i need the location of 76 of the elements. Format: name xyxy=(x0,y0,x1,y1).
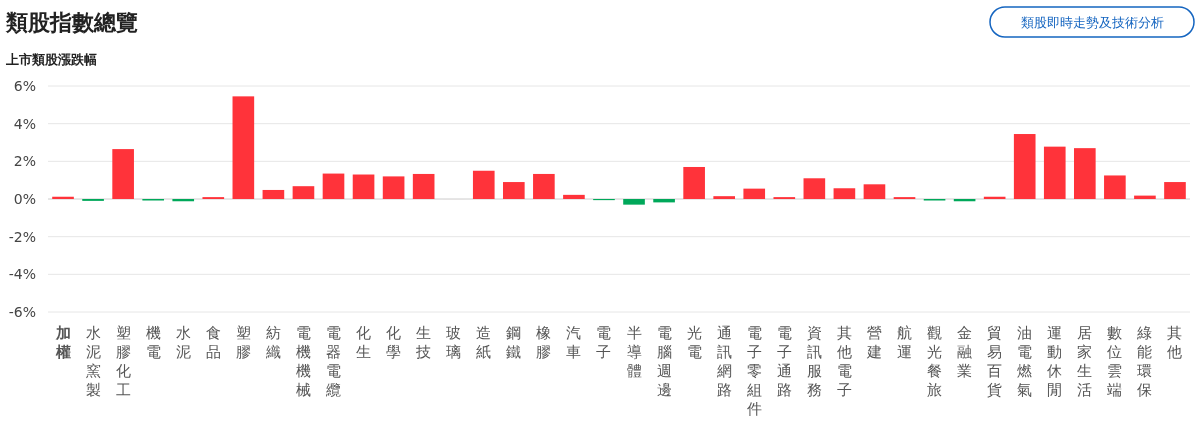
bar xyxy=(172,199,195,202)
x-tick-label: 鋼鐵 xyxy=(506,324,522,361)
x-tick-label: 電子 xyxy=(596,324,612,361)
bar xyxy=(1013,134,1036,199)
bar xyxy=(1074,148,1096,199)
bar xyxy=(743,188,766,199)
x-tick-label: 綠能環保 xyxy=(1136,324,1153,399)
x-tick-label: 化生 xyxy=(356,324,372,361)
bar xyxy=(563,194,585,199)
x-tick-label: 貿易百貨 xyxy=(987,324,1003,399)
x-tick-label: 生技 xyxy=(415,324,432,361)
bar xyxy=(503,182,525,199)
x-tick-label: 加權 xyxy=(54,324,71,361)
bar xyxy=(683,166,705,199)
y-tick-label: 2% xyxy=(13,153,36,170)
bar xyxy=(412,173,435,199)
y-tick-label: 0% xyxy=(13,191,36,207)
x-tick-label: 電機機械 xyxy=(295,324,311,399)
y-tick-label: -4% xyxy=(8,266,36,283)
x-tick-label: 機電 xyxy=(145,324,161,361)
bar xyxy=(232,96,255,199)
x-tick-label: 光電 xyxy=(686,324,702,361)
bar xyxy=(803,178,826,199)
bar xyxy=(52,196,74,199)
x-tick-label: 塑膠 xyxy=(235,324,251,361)
x-tick-label: 玻璃 xyxy=(446,324,462,361)
x-tick-label: 其他 xyxy=(1167,324,1183,361)
x-tick-label: 電腦週邊 xyxy=(656,324,672,399)
x-tick-label: 汽車 xyxy=(566,324,582,361)
y-tick-label: 6% xyxy=(13,78,36,94)
x-tick-label: 水泥 xyxy=(175,324,191,361)
x-tick-label: 塑膠化工 xyxy=(115,324,131,399)
bar xyxy=(533,173,555,199)
bar xyxy=(713,196,735,199)
x-tick-label: 橡膠 xyxy=(536,324,552,361)
x-tick-label: 居家生活 xyxy=(1077,324,1093,399)
x-tick-label: 電子通路 xyxy=(776,324,792,399)
x-tick-label: 造紙 xyxy=(476,324,492,361)
y-axis-title: 上市類股漲跌幅 xyxy=(5,52,97,67)
x-tick-label: 電子零組件 xyxy=(745,324,762,418)
bar xyxy=(292,186,315,199)
x-tick-label: 其他電子 xyxy=(836,324,852,399)
x-tick-label: 航運 xyxy=(897,324,912,361)
x-tick-label: 紡織 xyxy=(264,324,281,361)
x-tick-label: 資訊服務 xyxy=(806,324,822,399)
y-tick-label: -6% xyxy=(8,304,36,320)
bar xyxy=(863,184,886,199)
x-tick-label: 半導體 xyxy=(626,324,642,380)
bar xyxy=(1043,146,1066,199)
bar xyxy=(112,149,134,199)
x-tick-label: 電器電纜 xyxy=(325,324,341,399)
bar xyxy=(623,199,645,205)
y-tick-label: 4% xyxy=(13,115,36,132)
bar xyxy=(1164,182,1186,199)
bar xyxy=(1134,195,1156,199)
bar xyxy=(472,170,495,199)
x-tick-label: 營建 xyxy=(865,324,882,361)
x-tick-label: 數位雲端 xyxy=(1107,324,1123,399)
x-tick-label: 運動休閒 xyxy=(1047,324,1063,399)
x-tick-label: 通訊網路 xyxy=(715,324,732,399)
chart-title: 類股指數總覽 xyxy=(5,10,138,35)
x-tick-label: 金融業 xyxy=(957,324,973,380)
x-tick-label: 觀光餐旅 xyxy=(927,324,943,399)
bar xyxy=(1104,175,1126,199)
x-tick-label: 油電燃氣 xyxy=(1017,324,1033,399)
bar xyxy=(833,188,856,199)
x-tick-label: 化學 xyxy=(386,324,402,361)
y-tick-label: -2% xyxy=(8,228,36,245)
text: 類股即時走勢及技術分析 xyxy=(1020,15,1164,30)
bar xyxy=(322,173,345,199)
x-tick-label: 水泥窯製 xyxy=(85,324,101,399)
bar xyxy=(382,176,405,199)
bar xyxy=(262,189,285,199)
bar xyxy=(352,174,375,199)
bar xyxy=(653,199,675,203)
x-tick-label: 食品 xyxy=(205,324,221,361)
